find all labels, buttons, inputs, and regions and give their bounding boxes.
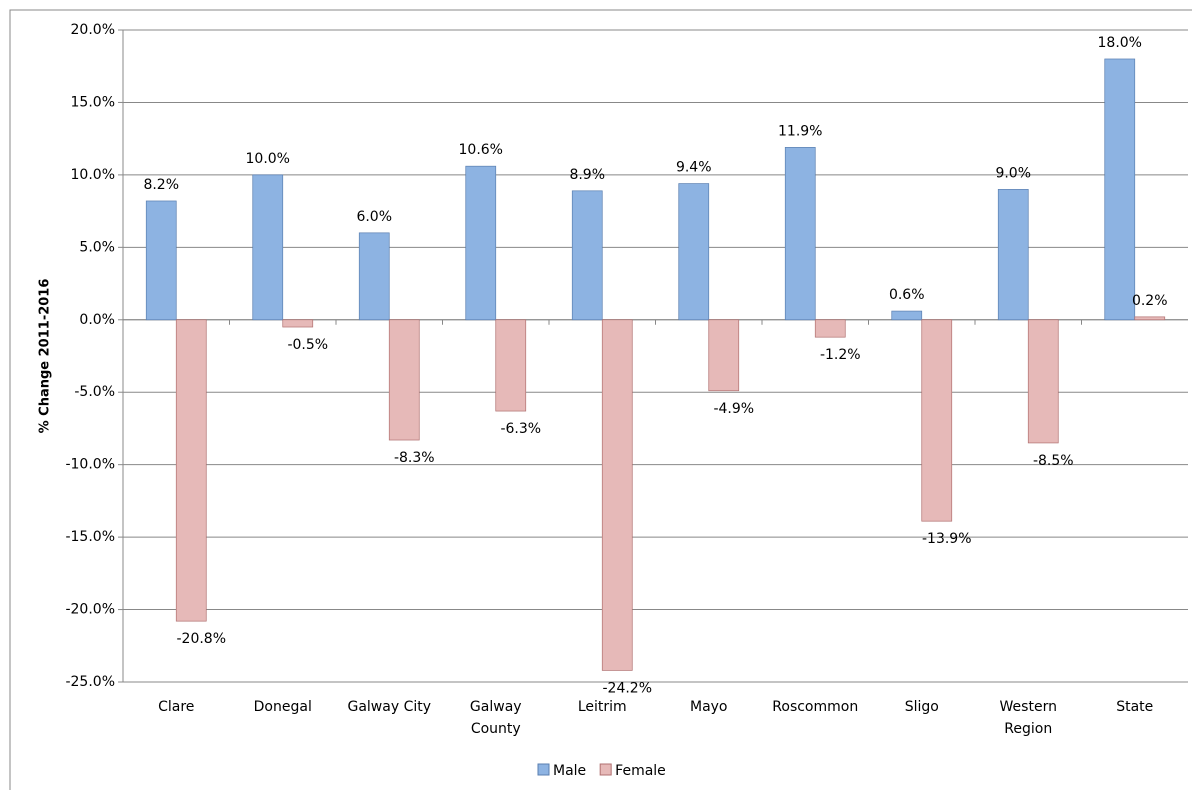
- bar: [495, 319, 527, 412]
- x-tick-label: Western Region: [999, 699, 1057, 737]
- value-label: 9.0%: [995, 165, 1031, 181]
- value-label: -4.9%: [713, 401, 754, 417]
- y-tick-label: 0.0%: [79, 312, 115, 328]
- bar: [1027, 319, 1059, 444]
- bar: [358, 232, 390, 321]
- bar: [388, 319, 420, 441]
- value-label: -8.5%: [1033, 453, 1074, 469]
- value-label: 11.9%: [778, 123, 822, 139]
- x-tick-label: Galway City: [347, 699, 432, 715]
- value-label: 6.0%: [356, 209, 392, 225]
- value-label: -13.9%: [922, 531, 972, 547]
- y-tick-label: 20.0%: [71, 22, 115, 38]
- value-label: -20.8%: [176, 631, 226, 647]
- bar: [252, 174, 284, 321]
- value-label: -8.3%: [394, 450, 435, 466]
- x-tick-label: Mayo: [689, 699, 728, 715]
- bar: [1104, 58, 1136, 321]
- value-label: 9.4%: [676, 160, 712, 176]
- bar: [282, 319, 314, 328]
- legend-swatch: [599, 763, 612, 776]
- x-tick-label: State: [1116, 699, 1154, 715]
- x-tick-label: Leitrim: [577, 699, 627, 715]
- x-tick-label: Galway County: [469, 699, 522, 737]
- bar: [571, 190, 603, 321]
- value-label: 10.6%: [459, 142, 503, 158]
- value-label: -1.2%: [820, 347, 861, 363]
- value-label: -6.3%: [500, 421, 541, 437]
- bar: [465, 165, 497, 321]
- value-label: 10.0%: [246, 151, 290, 167]
- bar: [678, 183, 710, 321]
- value-label: -24.2%: [602, 680, 652, 696]
- x-tick-label: Sligo: [904, 699, 939, 715]
- x-tick-label: Roscommon: [772, 699, 859, 715]
- value-label: 0.6%: [889, 287, 925, 303]
- chart-border: [9, 9, 1192, 790]
- bar: [601, 319, 633, 671]
- legend-label: Male: [553, 763, 586, 779]
- bar: [784, 147, 816, 321]
- y-axis-title: % Change 2011-2016: [38, 279, 53, 434]
- y-tick-label: 10.0%: [71, 167, 115, 183]
- bar: [1134, 316, 1166, 321]
- value-label: 8.2%: [143, 177, 179, 193]
- bar: [997, 189, 1029, 321]
- y-tick-label: -25.0%: [65, 674, 115, 690]
- bar: [891, 310, 923, 321]
- y-tick-label: 5.0%: [79, 239, 115, 255]
- y-tick-label: -5.0%: [74, 384, 115, 400]
- y-tick-label: 15.0%: [71, 94, 115, 110]
- value-label: 8.9%: [569, 167, 605, 183]
- bar: [921, 319, 953, 522]
- x-tick-label: Donegal: [253, 699, 312, 715]
- y-tick-label: -15.0%: [65, 529, 115, 545]
- bar: [708, 319, 740, 392]
- legend-label: Female: [615, 763, 666, 779]
- bar: [175, 319, 207, 622]
- y-tick-label: -10.0%: [65, 457, 115, 473]
- x-tick-label: Clare: [158, 699, 195, 715]
- y-tick-label: -20.0%: [65, 602, 115, 618]
- bar: [814, 319, 846, 338]
- value-label: -0.5%: [287, 337, 328, 353]
- value-label: 18.0%: [1098, 35, 1142, 51]
- legend-swatch: [537, 763, 550, 776]
- bar: [145, 200, 177, 321]
- value-label: 0.2%: [1132, 293, 1168, 309]
